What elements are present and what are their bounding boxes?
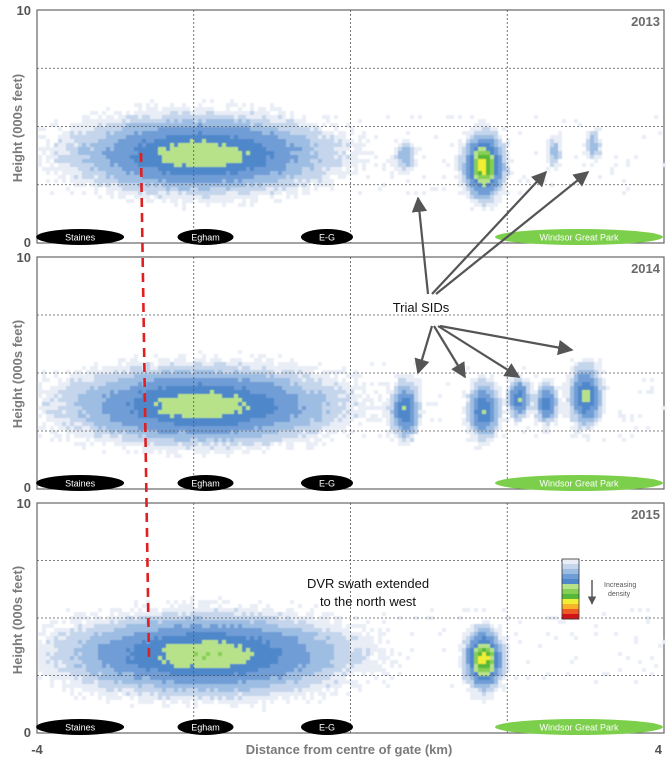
x-axis-label: Distance from centre of gate (km) bbox=[246, 742, 453, 757]
location-pill-egham-2013 bbox=[177, 229, 234, 245]
x-tick-right: 4 bbox=[655, 742, 663, 757]
y-axis-label-2013: Height (000s feet) bbox=[10, 74, 25, 182]
location-pill-windsor-great-park-2013 bbox=[495, 229, 663, 245]
location-label-e-g-2014: E-G bbox=[319, 479, 335, 489]
colorbar-swatch-11 bbox=[562, 614, 579, 620]
location-pill-egham-2014 bbox=[177, 475, 234, 491]
arrow-2014-b bbox=[433, 325, 466, 379]
density-cells-2015 bbox=[38, 596, 666, 712]
colorbar-swatch-9 bbox=[562, 604, 579, 610]
colorbar-swatch-10 bbox=[562, 609, 579, 615]
location-label-egham-2015: Egham bbox=[191, 723, 220, 733]
panel-year-2013: 2013 bbox=[631, 14, 660, 29]
colorbar-swatch-6 bbox=[562, 589, 579, 595]
density-cells-2013 bbox=[38, 99, 666, 211]
location-label-staines-2015: Staines bbox=[65, 723, 96, 733]
grid-2015 bbox=[37, 503, 664, 733]
trial-sids-label: Trial SIDs bbox=[393, 300, 450, 315]
colorbar-border bbox=[561, 558, 580, 620]
location-pill-staines-2015 bbox=[36, 719, 125, 735]
x-tick-left: -4 bbox=[31, 742, 43, 757]
density-colorbar bbox=[561, 558, 580, 620]
location-label-windsor-great-park-2014: Windsor Great Park bbox=[539, 479, 619, 489]
density-cells-2014 bbox=[38, 350, 666, 458]
location-pill-e-g-2015 bbox=[300, 719, 353, 735]
dvr-annotation-line2: to the north west bbox=[320, 594, 416, 609]
location-pill-e-g-2014 bbox=[300, 475, 353, 491]
panel-year-2014: 2014 bbox=[631, 261, 661, 276]
panel-year-2015: 2015 bbox=[631, 507, 660, 522]
y-tick-top-2013: 10 bbox=[17, 3, 31, 18]
colorbar-swatch-4 bbox=[562, 579, 579, 585]
location-pill-egham-2015 bbox=[177, 719, 234, 735]
y-tick-bottom-2015: 0 bbox=[24, 725, 31, 740]
location-pill-e-g-2013 bbox=[300, 229, 353, 245]
y-axis-label-2015: Height (000s feet) bbox=[10, 566, 25, 674]
colorbar-swatch-5 bbox=[562, 584, 579, 590]
location-pill-windsor-great-park-2015 bbox=[495, 719, 663, 735]
y-tick-bottom-2013: 0 bbox=[24, 235, 31, 250]
location-label-staines-2014: Staines bbox=[65, 479, 96, 489]
arrow-2014-c bbox=[437, 325, 521, 378]
location-label-e-g-2015: E-G bbox=[319, 723, 335, 733]
arrow-2014-a bbox=[414, 325, 434, 375]
arrow-2014-d bbox=[439, 324, 574, 356]
panel-2015 bbox=[36, 502, 666, 734]
location-label-e-g-2013: E-G bbox=[319, 233, 335, 243]
colorbar-swatch-3 bbox=[562, 574, 579, 580]
arrow-2013-a bbox=[411, 196, 430, 295]
dvr-swath-line bbox=[139, 152, 151, 661]
location-label-staines-2013: Staines bbox=[65, 233, 96, 243]
location-pill-staines-2014 bbox=[36, 475, 125, 491]
arrow-2013-b bbox=[431, 170, 548, 295]
colorbar-swatch-0 bbox=[562, 559, 579, 565]
colorbar-swatch-8 bbox=[562, 599, 579, 605]
y-tick-top-2014: 10 bbox=[17, 250, 31, 265]
panel-2013 bbox=[36, 9, 666, 244]
trial-sids-arrows bbox=[411, 170, 590, 379]
y-axis-label-2014: Height (000s feet) bbox=[10, 320, 25, 428]
colorbar-label-line2: density bbox=[608, 591, 631, 598]
location-label-egham-2014: Egham bbox=[191, 479, 220, 489]
y-tick-bottom-2014: 0 bbox=[24, 480, 31, 495]
y-tick-top-2015: 10 bbox=[17, 496, 31, 511]
location-label-windsor-great-park-2015: Windsor Great Park bbox=[539, 723, 619, 733]
location-pill-staines-2013 bbox=[36, 229, 125, 245]
dvr-annotation-line1: DVR swath extended bbox=[307, 576, 429, 591]
colorbar-swatch-1 bbox=[562, 564, 579, 570]
panel-2014 bbox=[36, 256, 666, 490]
colorbar-label-line1: Increasing bbox=[604, 582, 636, 589]
location-pill-windsor-great-park-2014 bbox=[495, 475, 663, 491]
colorbar-swatch-7 bbox=[562, 594, 579, 600]
colorbar-swatch-2 bbox=[562, 569, 579, 575]
location-label-egham-2013: Egham bbox=[191, 233, 220, 243]
location-label-windsor-great-park-2013: Windsor Great Park bbox=[539, 233, 619, 243]
arrow-2013-c bbox=[435, 171, 590, 295]
